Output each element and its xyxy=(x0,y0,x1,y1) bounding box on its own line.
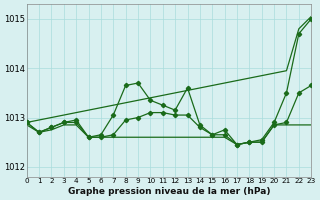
X-axis label: Graphe pression niveau de la mer (hPa): Graphe pression niveau de la mer (hPa) xyxy=(68,187,270,196)
